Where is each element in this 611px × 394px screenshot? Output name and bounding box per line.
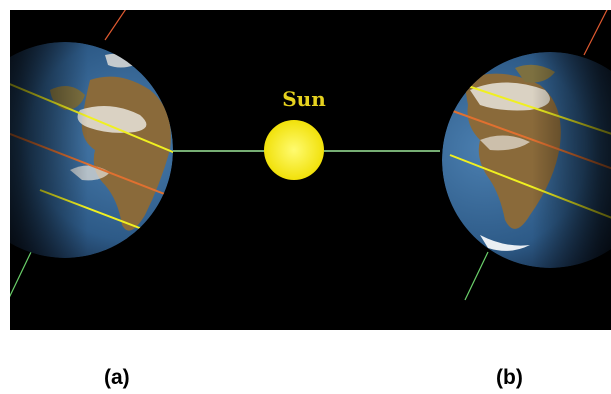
earth-a-axis-north (104, 10, 126, 41)
earth-a (10, 42, 173, 258)
earth-a-axis-south (10, 249, 33, 298)
earth-b-axis-north (583, 10, 608, 56)
earth-b (442, 52, 611, 268)
scene-panel: Sun (10, 10, 611, 330)
panel-label-a: (a) (104, 366, 130, 389)
sun-label: Sun (282, 87, 326, 111)
earth-b-axis-south (464, 251, 489, 301)
panel-label-b: (b) (496, 366, 523, 389)
earth-sun-diagram (10, 10, 611, 301)
sun-disc (264, 120, 324, 180)
